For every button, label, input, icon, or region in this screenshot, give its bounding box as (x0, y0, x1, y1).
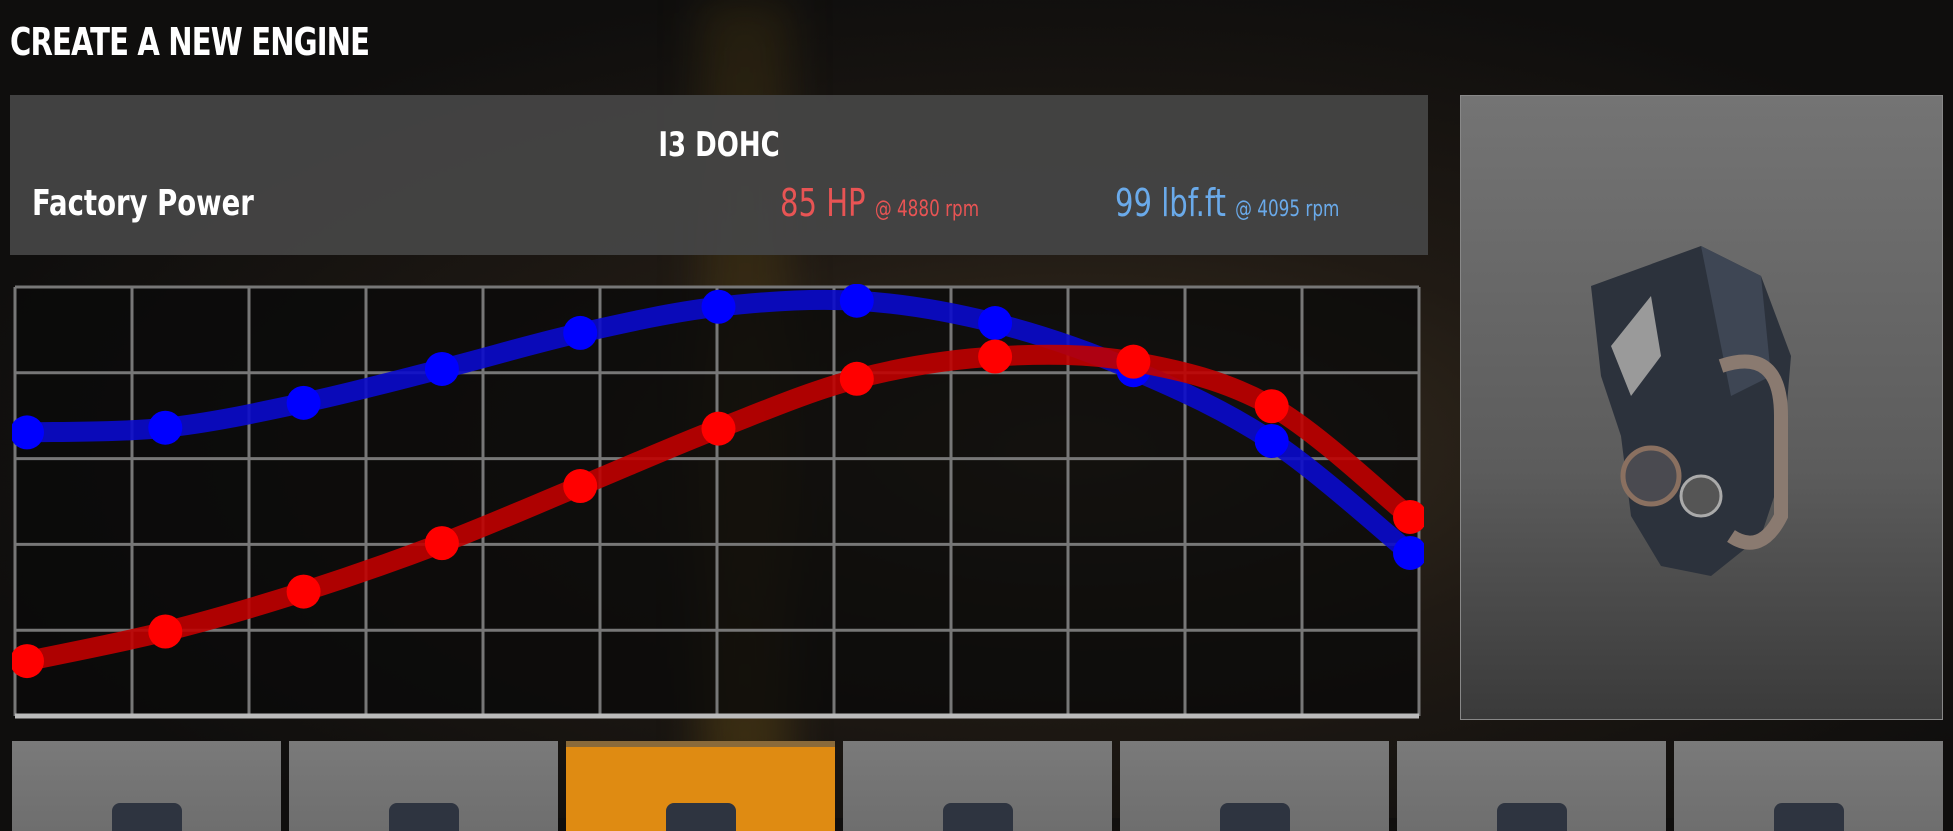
torque-point (978, 306, 1013, 341)
engine-thumbnail-icon (665, 803, 736, 831)
power-point (978, 339, 1013, 374)
engine-thumbnail[interactable] (566, 741, 835, 831)
torque-point (424, 351, 459, 386)
power-torque-chart (12, 284, 1424, 719)
torque-value: 99 lbf.ft (1115, 181, 1226, 225)
engine-name: I3 DOHC (658, 125, 780, 165)
power-point (12, 644, 44, 679)
torque-point (1393, 535, 1424, 570)
torque-point (701, 289, 736, 324)
power-point (839, 361, 874, 396)
engine-preview-image (1460, 95, 1943, 720)
torque-point (286, 385, 321, 420)
engine-thumbnail-icon (1219, 803, 1290, 831)
page-title: CREATE A NEW ENGINE (10, 20, 370, 64)
torque-point (148, 410, 183, 445)
engine-thumbnail[interactable] (289, 741, 558, 831)
factory-power-label: Factory Power (32, 183, 254, 224)
power-point (148, 614, 183, 649)
torque-point (839, 284, 874, 318)
power-point (424, 526, 459, 561)
engine-icon (1591, 246, 1791, 576)
engine-thumbnail[interactable] (1674, 741, 1943, 831)
torque-readout: 99 lbf.ft @ 4095 rpm (1115, 181, 1339, 225)
engine-thumbnail-icon (388, 803, 459, 831)
hp-rpm: @ 4880 rpm (874, 197, 980, 222)
engine-thumbnail[interactable] (1120, 741, 1389, 831)
power-point (1254, 389, 1289, 424)
power-point (1116, 344, 1151, 379)
torque-point (563, 315, 598, 350)
engine-thumbnail-icon (1496, 803, 1567, 831)
hp-value: 85 HP (780, 181, 866, 225)
engine-thumbnail-icon (111, 803, 182, 831)
horsepower-readout: 85 HP @ 4880 rpm (780, 181, 979, 225)
power-point (701, 411, 736, 446)
power-point (563, 469, 598, 504)
torque-point (1254, 424, 1289, 459)
engine-thumbnail-strip (12, 741, 1943, 831)
engine-thumbnail[interactable] (1397, 741, 1666, 831)
torque-rpm: @ 4095 rpm (1235, 197, 1340, 222)
engine-summary-panel: I3 DOHC Factory Power 85 HP @ 4880 rpm 9… (10, 95, 1428, 255)
torque-point (12, 415, 44, 450)
power-point (286, 574, 321, 609)
power-point (1393, 499, 1424, 534)
engine-thumbnail-icon (942, 803, 1013, 831)
engine-thumbnail[interactable] (12, 741, 281, 831)
engine-thumbnail-icon (1773, 803, 1844, 831)
